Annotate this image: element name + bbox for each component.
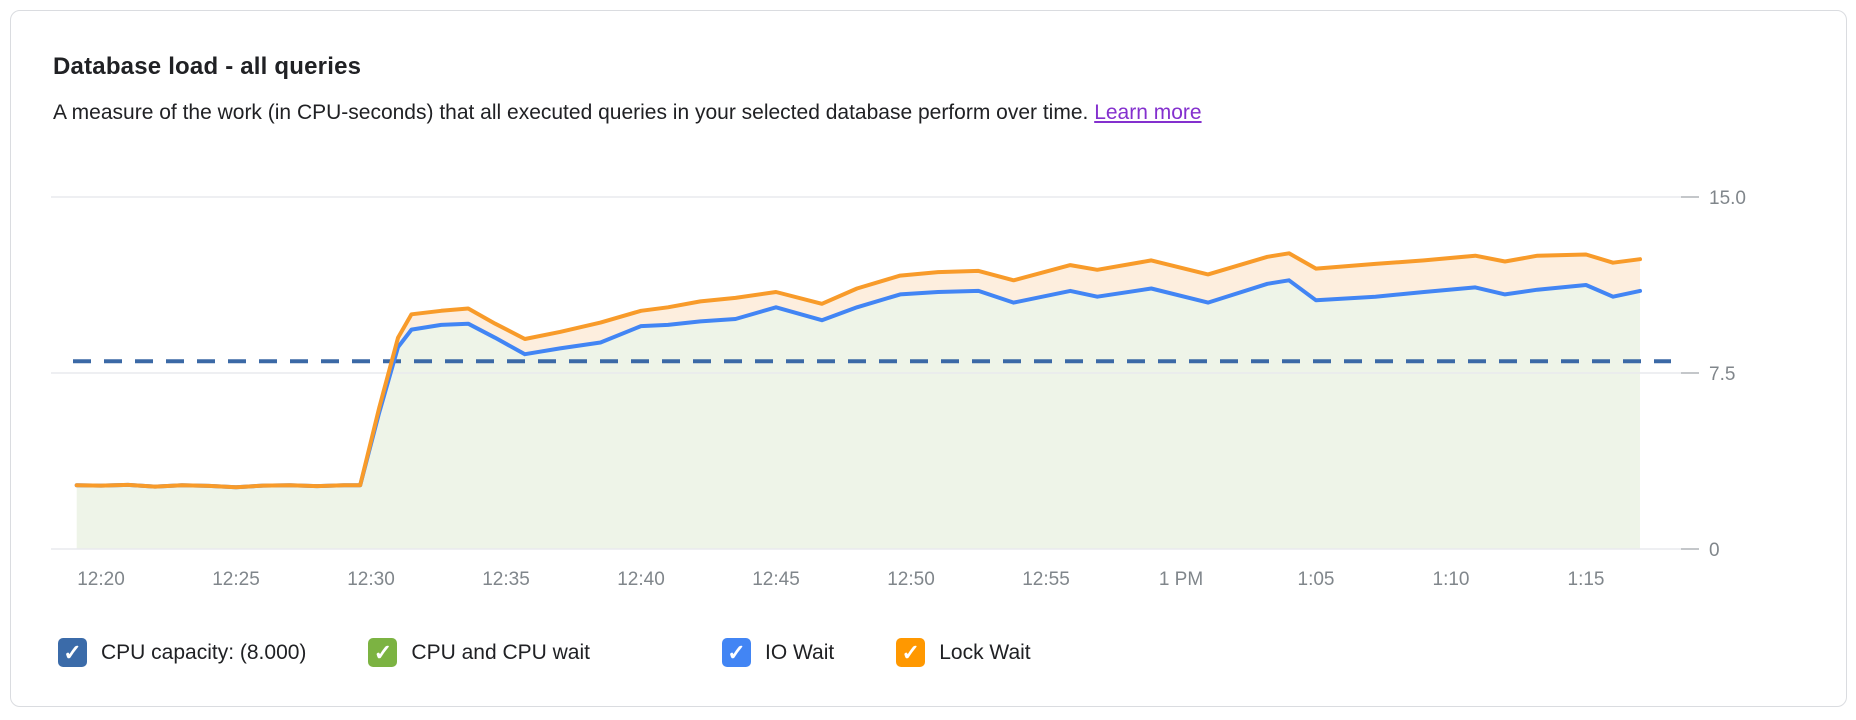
- legend-item-io-wait[interactable]: ✓ IO Wait: [721, 638, 835, 667]
- svg-text:12:50: 12:50: [887, 569, 935, 590]
- svg-text:12:25: 12:25: [212, 569, 260, 590]
- legend-item-lock-wait[interactable]: ✓ Lock Wait: [896, 638, 1031, 667]
- chart-description-text: A measure of the work (in CPU-seconds) t…: [53, 101, 1089, 124]
- svg-text:12:35: 12:35: [482, 569, 530, 590]
- legend-label-io-wait: IO Wait: [764, 640, 835, 664]
- legend-item-cpu-and-cpu-wait[interactable]: ✓ CPU and CPU wait: [368, 638, 590, 667]
- legend-label-cpu-capacity: CPU capacity: (8.000): [101, 640, 307, 664]
- checkbox-checked-icon[interactable]: ✓: [58, 638, 87, 667]
- legend-item-cpu-capacity[interactable]: ✓ CPU capacity: (8.000): [58, 638, 306, 667]
- chart-description: A measure of the work (in CPU-seconds) t…: [53, 101, 1202, 125]
- svg-text:1:10: 1:10: [1433, 569, 1470, 590]
- svg-text:15.0: 15.0: [1709, 188, 1746, 209]
- load-chart-svg: 15.0 7.5 0 12:20 12:25 12:30 12:35 12:40 12:45 12…: [51, 188, 1746, 590]
- database-load-card: Database load - all queries A measure of…: [10, 10, 1847, 707]
- legend-label-cpu-and-cpu-wait: CPU and CPU wait: [411, 640, 590, 664]
- svg-text:12:45: 12:45: [752, 569, 800, 590]
- svg-text:0: 0: [1709, 540, 1720, 561]
- load-chart[interactable]: 15.0 7.5 0 12:20 12:25 12:30 12:35 12:40 12:45 12…: [31, 141, 1837, 601]
- svg-text:1:15: 1:15: [1568, 569, 1605, 590]
- svg-text:12:40: 12:40: [617, 569, 665, 590]
- legend-label-lock-wait: Lock Wait: [939, 640, 1031, 664]
- learn-more-link[interactable]: Learn more: [1094, 101, 1202, 124]
- page-title: Database load - all queries: [53, 53, 362, 80]
- checkbox-checked-icon[interactable]: ✓: [721, 638, 751, 667]
- svg-text:12:55: 12:55: [1022, 569, 1070, 590]
- svg-text:7.5: 7.5: [1709, 364, 1735, 385]
- checkbox-checked-icon[interactable]: ✓: [896, 638, 926, 667]
- svg-text:1:05: 1:05: [1298, 569, 1335, 590]
- checkbox-checked-icon[interactable]: ✓: [368, 638, 398, 667]
- chart-legend: ✓ CPU capacity: (8.000) ✓ CPU and CPU wa…: [58, 638, 1093, 667]
- svg-text:12:30: 12:30: [347, 569, 395, 590]
- svg-text:12:20: 12:20: [77, 569, 125, 590]
- svg-text:1 PM: 1 PM: [1159, 569, 1203, 590]
